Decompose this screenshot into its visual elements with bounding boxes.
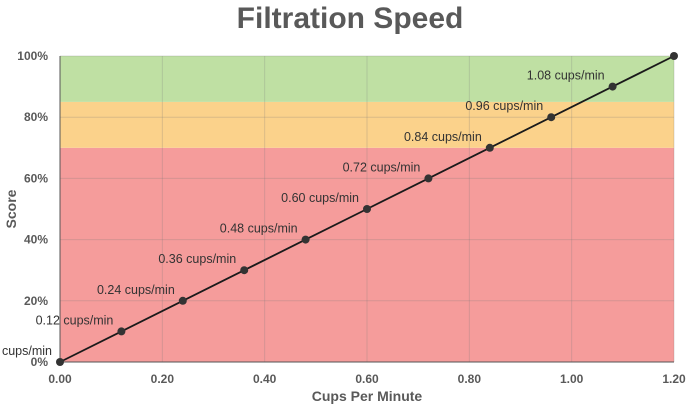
x-axis-title: Cups Per Minute	[312, 388, 423, 404]
data-label: 0.72 cups/min	[343, 160, 421, 174]
x-tick-label: 1.20	[662, 372, 686, 386]
data-point	[485, 143, 494, 152]
data-label: 0.60 cups/min	[281, 191, 359, 205]
score-band-0	[60, 147, 674, 362]
x-tick-label: 0.20	[151, 372, 175, 386]
chart-title: Filtration Speed	[236, 2, 464, 35]
data-label: 0.84 cups/min	[404, 130, 482, 144]
score-band-2	[60, 56, 674, 102]
x-tick-label: 0.60	[355, 372, 379, 386]
score-band-1	[60, 101, 674, 148]
x-tick-label: 1.00	[560, 372, 584, 386]
y-axis-title: Score	[3, 189, 19, 228]
y-tick-label: 100%	[17, 49, 48, 63]
y-tick-label: 80%	[24, 110, 48, 124]
data-label: 0.00 cups/min	[0, 344, 52, 358]
data-point	[608, 82, 617, 91]
data-point	[670, 52, 678, 60]
y-tick-label: 60%	[24, 171, 48, 185]
data-label: 0.36 cups/min	[158, 252, 236, 266]
data-point	[178, 296, 187, 305]
data-point	[547, 113, 556, 122]
x-tick-label: 0.00	[48, 372, 72, 386]
data-point	[56, 358, 64, 366]
data-point	[301, 235, 310, 244]
data-point	[240, 266, 249, 275]
data-label: 0.24 cups/min	[97, 283, 175, 297]
data-point	[363, 205, 371, 213]
data-label: 1.08 cups/min	[527, 69, 605, 83]
y-tick-label: 20%	[24, 294, 48, 308]
x-tick-label: 0.40	[253, 372, 277, 386]
data-point	[117, 327, 126, 336]
data-label: 0.12 cups/min	[36, 313, 114, 327]
data-label: 0.48 cups/min	[220, 222, 298, 236]
x-tick-label: 0.80	[458, 372, 482, 386]
y-tick-label: 0%	[31, 355, 49, 369]
data-point	[424, 174, 433, 183]
data-label: 0.96 cups/min	[465, 99, 543, 113]
y-tick-label: 40%	[24, 233, 48, 247]
